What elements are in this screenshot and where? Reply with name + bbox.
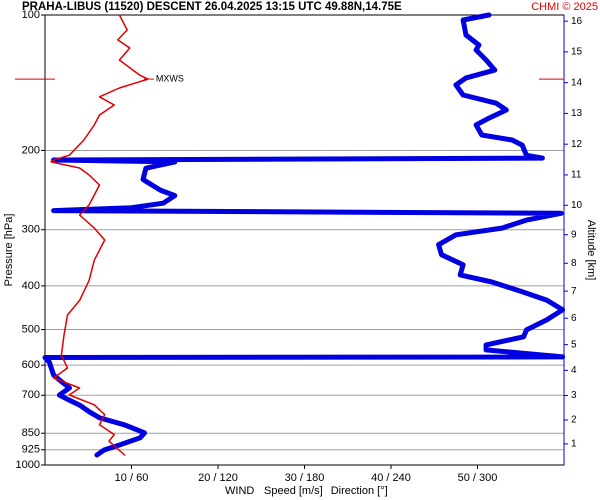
y2-tick-label: 12 xyxy=(571,139,583,150)
y-tick-label: 700 xyxy=(22,389,40,401)
y2-tick-label: 14 xyxy=(571,77,583,88)
y2-tick-label: 3 xyxy=(571,390,577,401)
y-tick-label: 1000 xyxy=(16,459,40,471)
y2-tick-label: 2 xyxy=(571,415,577,426)
y-tick-label: 600 xyxy=(22,359,40,371)
chart-title: PRAHA-LIBUS (11520) DESCENT 26.04.2025 1… xyxy=(22,1,402,13)
x-tick-label: 20 / 120 xyxy=(198,472,238,484)
legend-entry: Direction [°] xyxy=(331,485,388,497)
y2-tick-label: 4 xyxy=(571,365,577,376)
x-tick-label: 40 / 240 xyxy=(371,472,411,484)
y-tick-label: 850 xyxy=(22,427,40,439)
y-tick-label: 100 xyxy=(22,9,40,21)
credit: CHMI © 2025 xyxy=(531,1,598,13)
y2-tick-label: 10 xyxy=(571,200,583,211)
legend-entry: Speed [m/s] xyxy=(264,485,323,497)
annotation: MXWS xyxy=(156,73,184,83)
y-tick-label: 300 xyxy=(22,224,40,236)
y2-tick-label: 16 xyxy=(571,16,583,27)
y-tick-label: 500 xyxy=(22,323,40,335)
x-tick-label: 10 / 60 xyxy=(115,472,149,484)
x-tick-label: 50 / 300 xyxy=(458,472,498,484)
x-axis-label: WIND xyxy=(225,485,254,497)
y2-tick-label: 15 xyxy=(571,47,583,58)
y2-tick-label: 7 xyxy=(571,286,577,297)
y-tick-label: 200 xyxy=(22,144,40,156)
y2-tick-label: 8 xyxy=(571,258,577,269)
y2-tick-label: 1 xyxy=(571,439,577,450)
y2-axis-label: Altitude [km] xyxy=(585,220,597,281)
y2-tick-label: 9 xyxy=(571,229,577,240)
y-tick-label: 925 xyxy=(22,444,40,456)
x-tick-label: 30 / 180 xyxy=(285,472,325,484)
series-line xyxy=(42,12,566,458)
y2-tick-label: 5 xyxy=(571,339,577,350)
y2-tick-label: 6 xyxy=(571,313,577,324)
y2-tick-label: 13 xyxy=(571,108,583,119)
y-tick-label: 400 xyxy=(22,280,40,292)
legend: WIND Speed [m/s] Direction [°] xyxy=(225,485,388,497)
y2-tick-label: 11 xyxy=(571,170,582,181)
series-line xyxy=(50,14,149,456)
y-axis-label: Pressure [hPa] xyxy=(3,214,15,287)
